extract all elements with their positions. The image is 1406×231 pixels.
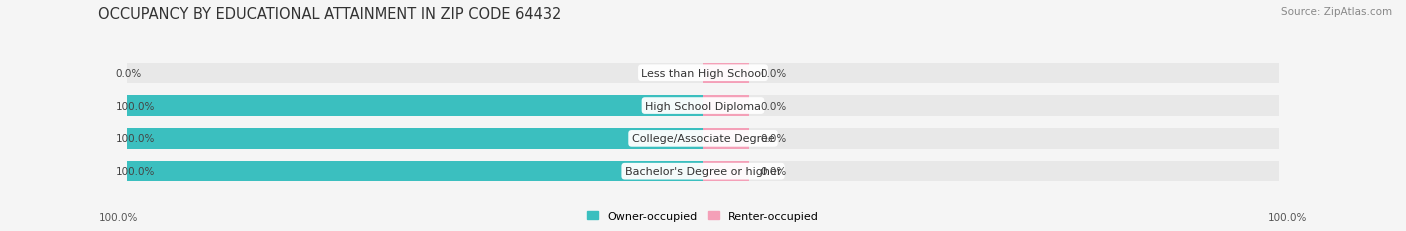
- Text: College/Associate Degree: College/Associate Degree: [631, 134, 775, 144]
- Text: OCCUPANCY BY EDUCATIONAL ATTAINMENT IN ZIP CODE 64432: OCCUPANCY BY EDUCATIONAL ATTAINMENT IN Z…: [98, 7, 562, 22]
- Text: Bachelor's Degree or higher: Bachelor's Degree or higher: [624, 167, 782, 176]
- Bar: [127, 96, 703, 116]
- Text: Less than High School: Less than High School: [641, 68, 765, 78]
- Bar: [127, 161, 703, 182]
- Bar: [703, 161, 749, 182]
- Text: Source: ZipAtlas.com: Source: ZipAtlas.com: [1281, 7, 1392, 17]
- Text: 100.0%: 100.0%: [98, 212, 138, 222]
- Bar: [127, 161, 1279, 182]
- Text: 100.0%: 100.0%: [115, 101, 155, 111]
- Bar: [127, 96, 1279, 116]
- Text: 0.0%: 0.0%: [761, 68, 787, 78]
- Bar: [703, 63, 749, 84]
- Bar: [703, 96, 749, 116]
- Text: 0.0%: 0.0%: [761, 167, 787, 176]
- Text: 100.0%: 100.0%: [1268, 212, 1308, 222]
- Bar: [127, 129, 703, 149]
- Bar: [703, 129, 749, 149]
- Text: 0.0%: 0.0%: [761, 134, 787, 144]
- Text: 100.0%: 100.0%: [115, 167, 155, 176]
- Bar: [127, 129, 1279, 149]
- Bar: [127, 63, 1279, 84]
- Text: 0.0%: 0.0%: [761, 101, 787, 111]
- Text: High School Diploma: High School Diploma: [645, 101, 761, 111]
- Text: 100.0%: 100.0%: [115, 134, 155, 144]
- Legend: Owner-occupied, Renter-occupied: Owner-occupied, Renter-occupied: [586, 211, 820, 221]
- Text: 0.0%: 0.0%: [115, 68, 142, 78]
